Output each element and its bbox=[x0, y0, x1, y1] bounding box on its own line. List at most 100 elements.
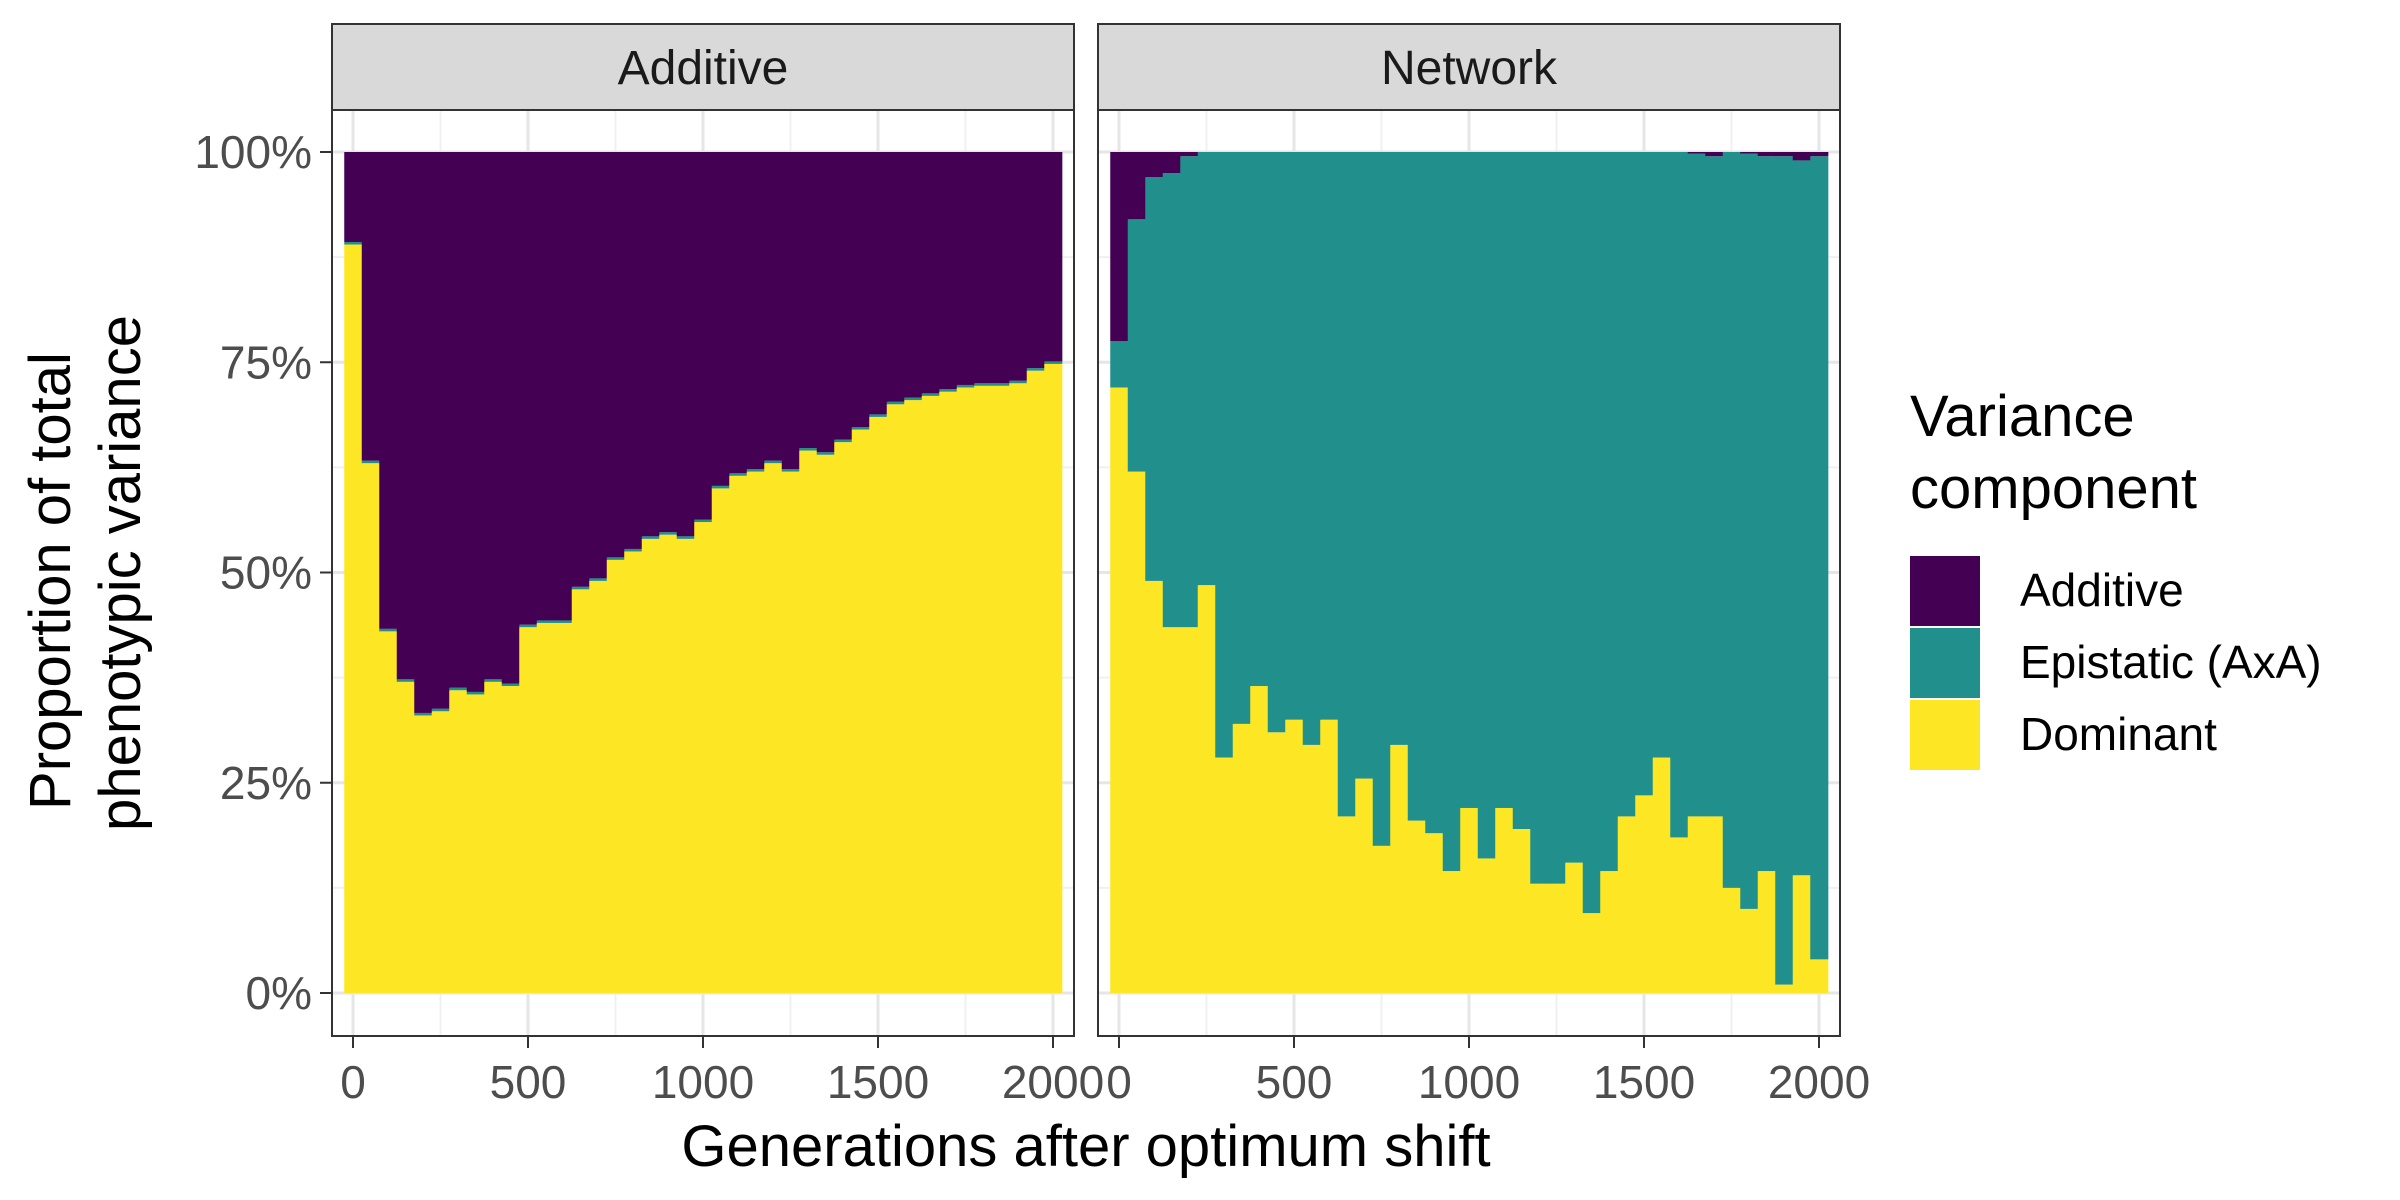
bar-additive-dominant bbox=[449, 690, 468, 993]
bar-network-epistatic bbox=[1617, 152, 1636, 817]
bar-additive-epistatic bbox=[921, 393, 940, 396]
bar-network-epistatic bbox=[1600, 152, 1619, 872]
y-tick-label: 50% bbox=[220, 547, 312, 599]
bar-additive-additive bbox=[554, 152, 573, 621]
panel-additive: Additive 0 500 1000 1500 2000 bbox=[331, 23, 1104, 1108]
bar-network-epistatic bbox=[1425, 152, 1444, 834]
bar-additive-additive bbox=[414, 152, 433, 713]
bar-additive-dominant bbox=[659, 534, 678, 993]
bar-network-dominant bbox=[1547, 883, 1566, 993]
legend-key-epistatic-axa bbox=[1910, 628, 1980, 698]
bar-additive-additive bbox=[344, 152, 363, 242]
bar-network-epistatic bbox=[1110, 341, 1129, 388]
bar-network-epistatic bbox=[1740, 153, 1759, 909]
bar-additive-epistatic bbox=[554, 620, 573, 623]
bar-additive-epistatic bbox=[939, 389, 958, 392]
bar-additive-epistatic bbox=[414, 712, 433, 716]
bar-network-additive bbox=[1792, 152, 1811, 161]
bar-network-dominant bbox=[1180, 627, 1199, 993]
bar-network-dominant bbox=[1582, 913, 1601, 993]
bar-additive-additive bbox=[466, 152, 485, 692]
bar-network-epistatic bbox=[1407, 152, 1426, 821]
legend-title-line-1: Variance bbox=[1910, 384, 2135, 449]
bar-network-dominant bbox=[1355, 778, 1374, 993]
bar-additive-additive bbox=[921, 152, 940, 394]
bar-network-dominant bbox=[1162, 627, 1181, 993]
bar-additive-additive bbox=[869, 152, 888, 415]
bar-network-dominant bbox=[1722, 887, 1741, 993]
bar-additive-dominant bbox=[396, 681, 415, 993]
bar-additive-dominant bbox=[571, 589, 590, 993]
x-axis-ticks-additive: 0 500 1000 1500 2000 bbox=[340, 1036, 1104, 1108]
x-axis-title: Generations after optimum shift bbox=[681, 1114, 1490, 1179]
bar-network-epistatic bbox=[1162, 173, 1181, 628]
bar-additive-dominant bbox=[554, 622, 573, 993]
bar-additive-epistatic bbox=[904, 397, 923, 401]
bar-network-dominant bbox=[1652, 757, 1671, 993]
bar-additive-dominant bbox=[939, 391, 958, 993]
bar-additive-epistatic bbox=[449, 687, 468, 691]
bar-network-epistatic bbox=[1757, 156, 1776, 872]
bar-additive-additive bbox=[764, 152, 783, 461]
legend-label-additive: Additive bbox=[2020, 564, 2184, 616]
bar-additive-dominant bbox=[1044, 363, 1063, 993]
bar-network-additive bbox=[1775, 152, 1794, 157]
bar-additive-epistatic bbox=[729, 473, 748, 476]
bar-additive-additive bbox=[484, 152, 503, 680]
bar-additive-additive bbox=[676, 152, 695, 537]
bar-additive-dominant bbox=[991, 385, 1010, 994]
bar-additive-epistatic bbox=[659, 532, 678, 535]
bar-network-dominant bbox=[1705, 816, 1724, 993]
bars-additive bbox=[344, 152, 1063, 994]
bar-additive-epistatic bbox=[344, 241, 363, 245]
strip-label-network: Network bbox=[1381, 42, 1558, 95]
bar-network-additive bbox=[1705, 152, 1724, 157]
bar-network-epistatic bbox=[1372, 152, 1391, 846]
bar-additive-dominant bbox=[694, 522, 713, 993]
panel-network: Network 0 500 1000 1500 2000 bbox=[1097, 23, 1870, 1108]
bar-network-epistatic bbox=[1197, 152, 1216, 586]
bar-additive-epistatic bbox=[1044, 361, 1063, 364]
bar-network-dominant bbox=[1495, 807, 1514, 993]
y-axis-title-line-1: Proportion of total bbox=[18, 352, 83, 810]
bar-network-additive bbox=[1740, 152, 1759, 154]
bar-additive-epistatic bbox=[624, 548, 643, 552]
bar-additive-epistatic bbox=[466, 691, 485, 695]
bar-additive-epistatic bbox=[746, 469, 765, 472]
bar-network-dominant bbox=[1442, 871, 1461, 993]
bar-network-dominant bbox=[1285, 719, 1304, 993]
bar-additive-additive bbox=[624, 152, 643, 549]
bar-additive-additive bbox=[361, 152, 380, 461]
bar-additive-epistatic bbox=[851, 427, 870, 430]
bar-additive-epistatic bbox=[536, 620, 555, 623]
bar-network-dominant bbox=[1670, 837, 1689, 993]
bar-additive-dominant bbox=[851, 429, 870, 993]
bar-network-dominant bbox=[1530, 883, 1549, 993]
bar-network-dominant bbox=[1810, 959, 1829, 993]
bar-network-additive bbox=[1687, 152, 1706, 154]
bar-network-epistatic bbox=[1652, 152, 1671, 758]
bar-additive-additive bbox=[606, 152, 625, 558]
bar-additive-epistatic bbox=[886, 401, 905, 405]
bar-network-epistatic bbox=[1495, 152, 1514, 808]
bar-network-additive bbox=[1180, 152, 1199, 157]
bar-network-dominant bbox=[1197, 585, 1216, 993]
bar-network-epistatic bbox=[1355, 152, 1374, 779]
bar-network-dominant bbox=[1565, 862, 1584, 993]
x-tick-label: 2000 bbox=[1768, 1056, 1870, 1108]
bar-network-dominant bbox=[1687, 816, 1706, 993]
bar-network-additive bbox=[1127, 152, 1146, 220]
bar-additive-dominant bbox=[484, 681, 503, 993]
bar-network-dominant bbox=[1775, 984, 1794, 993]
x-axis-ticks-network: 0 500 1000 1500 2000 bbox=[1106, 1036, 1870, 1108]
x-tick-label: 500 bbox=[490, 1056, 567, 1108]
bar-additive-epistatic bbox=[641, 536, 660, 539]
bar-additive-additive bbox=[904, 152, 923, 398]
y-axis-title: Proportion of total phenotypic variance bbox=[18, 315, 153, 831]
bar-additive-additive bbox=[886, 152, 905, 402]
bar-additive-additive bbox=[536, 152, 555, 621]
bar-additive-additive bbox=[571, 152, 590, 587]
bar-network-epistatic bbox=[1320, 152, 1339, 720]
bar-network-dominant bbox=[1617, 816, 1636, 993]
bar-network-epistatic bbox=[1775, 156, 1794, 985]
